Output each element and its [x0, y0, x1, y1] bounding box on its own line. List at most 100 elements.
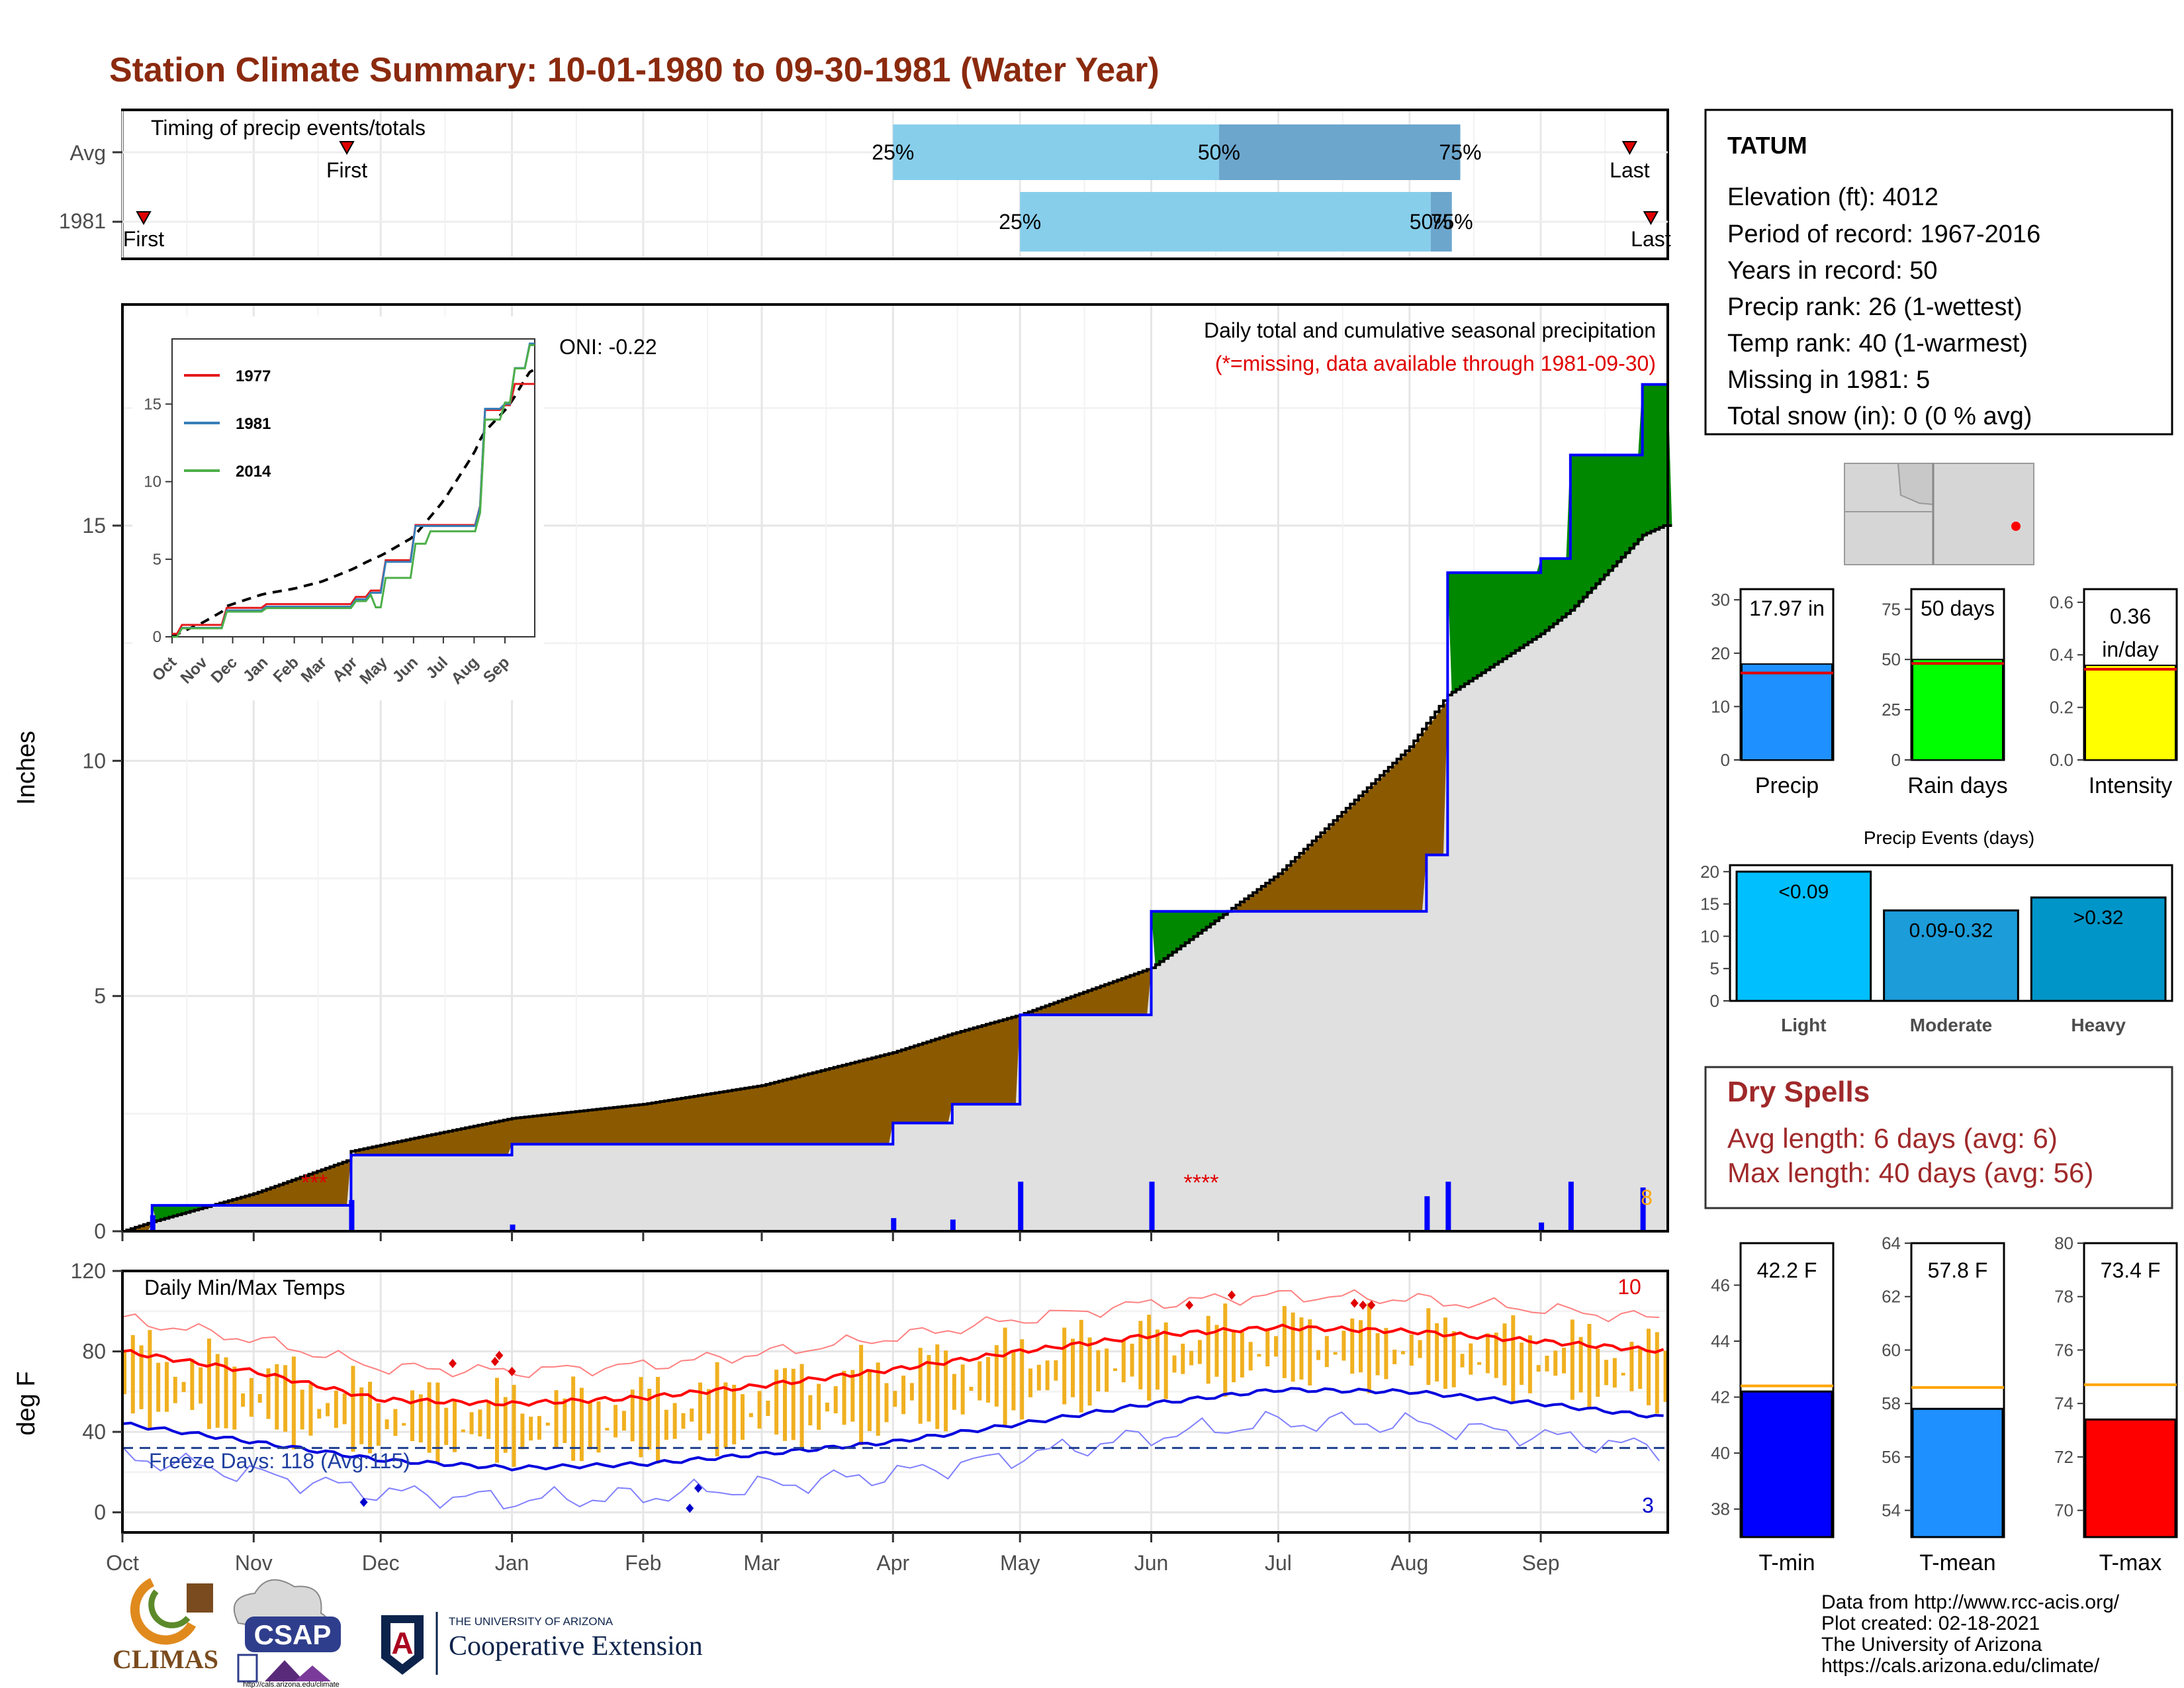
daily-precip-bar — [150, 1215, 156, 1231]
daily-temp-bar — [1232, 1330, 1236, 1383]
info-line: Years in record: 50 — [1727, 257, 1938, 285]
daily-temp-bar — [1036, 1364, 1041, 1391]
daily-temp-bar — [1502, 1323, 1507, 1385]
record-high-marker — [490, 1356, 499, 1366]
daily-temp-bar — [164, 1362, 169, 1412]
summary-bar — [1741, 663, 1833, 761]
missing-marker: **** — [1184, 1170, 1219, 1196]
summary-bar — [1912, 659, 2003, 761]
inset-legend-label: 1977 — [236, 367, 271, 385]
daily-temp-bar — [1545, 1356, 1549, 1372]
timing-last-marker — [1643, 211, 1659, 226]
footer-line: The University of Arizona — [1821, 1634, 2042, 1656]
daily-temp-bar — [1621, 1372, 1625, 1376]
x-tick-label: May — [1000, 1551, 1040, 1575]
climas-logo: CLIMAS — [113, 1577, 218, 1674]
y-tick-label: 30 — [1711, 590, 1730, 610]
daily-temp-bar — [1384, 1328, 1388, 1380]
timing-bar-50-75 — [1218, 124, 1461, 180]
temp-value-label: 42.2 F — [1757, 1258, 1817, 1282]
y-tick-label: 0 — [94, 1501, 106, 1524]
inset-legend-label: 1981 — [236, 415, 271, 433]
y-tick-label: 0 — [94, 1219, 106, 1243]
below-normal-area — [1232, 700, 1448, 912]
daily-temp-bar — [529, 1417, 533, 1441]
temp-summary-bar — [1741, 1390, 1833, 1538]
timing-bar-50-75 — [1430, 192, 1452, 252]
daily-temp-bar — [774, 1370, 779, 1435]
daily-temp-bar — [257, 1393, 262, 1403]
temp-value-label: 73.4 F — [2101, 1258, 2161, 1282]
daily-temp-bar — [757, 1391, 762, 1429]
daily-temp-bar — [326, 1403, 330, 1417]
x-tick-label: Feb — [625, 1551, 661, 1575]
record-min-line — [122, 1411, 1661, 1510]
record-high-marker — [448, 1358, 457, 1368]
daily-temp-bar — [317, 1409, 322, 1419]
dry-spells-title: Dry Spells — [1727, 1076, 1870, 1108]
x-tick-label: Oct — [106, 1551, 139, 1575]
info-line: Precip rank: 26 (1-wettest) — [1727, 293, 2023, 321]
daily-temp-bar — [342, 1393, 347, 1425]
daily-temp-bar — [1536, 1365, 1541, 1372]
inset-legend-label: 2014 — [236, 463, 271, 481]
daily-temp-bar — [1400, 1351, 1405, 1354]
daily-temp-bar — [596, 1401, 601, 1453]
summary-bar — [2085, 665, 2176, 761]
daily-temp-bar — [1520, 1342, 1524, 1385]
precip-title: Daily total and cumulative seasonal prec… — [1204, 318, 1656, 342]
y-tick-label: 5 — [1710, 959, 1719, 978]
y-tick-label: 40 — [82, 1420, 106, 1444]
y-tick-label: 40 — [1711, 1443, 1730, 1463]
daily-temp-bar — [630, 1389, 635, 1442]
daily-temp-bar — [1096, 1350, 1101, 1392]
daily-temp-bar — [1494, 1333, 1498, 1378]
daily-temp-bar — [1138, 1321, 1143, 1389]
y-tick-label: 70 — [2054, 1501, 2073, 1521]
daily-temp-bar — [681, 1413, 686, 1429]
daily-temp-bar — [199, 1367, 203, 1404]
timing-last-marker — [1621, 141, 1638, 156]
daily-temp-bar — [1291, 1312, 1295, 1382]
daily-temp-bar — [563, 1398, 567, 1443]
daily-temp-bar — [664, 1409, 668, 1440]
summary-value-label: in/day — [2102, 637, 2158, 661]
daily-temp-bar — [520, 1413, 525, 1450]
daily-temp-bar — [232, 1366, 237, 1430]
temp-y-label: deg F — [13, 1371, 40, 1435]
info-line: Missing in 1981: 5 — [1727, 366, 1930, 394]
dry-spells-box: Dry Spells Avg length: 6 days (avg: 6) M… — [1704, 1066, 2173, 1209]
daily-temp-bar — [588, 1402, 592, 1450]
daily-temp-bar — [1163, 1322, 1168, 1399]
daily-temp-bar — [241, 1393, 246, 1407]
daily-temp-bar — [1629, 1341, 1634, 1391]
record-high-marker — [1359, 1300, 1367, 1310]
daily-temp-bar — [859, 1344, 864, 1446]
y-tick-label: 15 — [82, 514, 106, 538]
daily-temp-bar — [1333, 1352, 1338, 1355]
daily-temp-bar — [766, 1401, 770, 1417]
daily-temp-bar — [1443, 1317, 1447, 1389]
daily-temp-bar — [130, 1335, 135, 1414]
footer-line: https://cals.arizona.edu/climate/ — [1821, 1655, 2100, 1677]
daily-temp-bar — [876, 1362, 880, 1436]
record-low-marker — [359, 1497, 368, 1507]
daily-temp-bar — [960, 1364, 965, 1415]
daily-temp-bar — [867, 1369, 872, 1431]
daily-temp-bar — [782, 1368, 787, 1441]
temp-panel: 0 40 80 120 Oct Nov Dec Jan Feb Mar Apr May Jun Jul Au… — [13, 1259, 1669, 1575]
daily-temp-bar — [1011, 1350, 1016, 1411]
info-line: Period of record: 1967-2016 — [1727, 220, 2040, 248]
daily-temp-bar — [359, 1387, 364, 1444]
daily-temp-bar — [1527, 1335, 1532, 1393]
daily-temp-bar — [148, 1330, 152, 1430]
daily-temp-bar — [1316, 1350, 1321, 1360]
temp-summary-bar — [1911, 1407, 2004, 1538]
y-tick-label: 56 — [1882, 1447, 1901, 1467]
daily-temp-bar — [1367, 1303, 1371, 1393]
daily-temp-bar — [901, 1376, 906, 1415]
precip-y-label: Inches — [13, 731, 40, 805]
daily-temp-bar — [1003, 1327, 1007, 1426]
daily-temp-bar — [418, 1394, 423, 1443]
daily-temp-bar — [647, 1388, 652, 1450]
